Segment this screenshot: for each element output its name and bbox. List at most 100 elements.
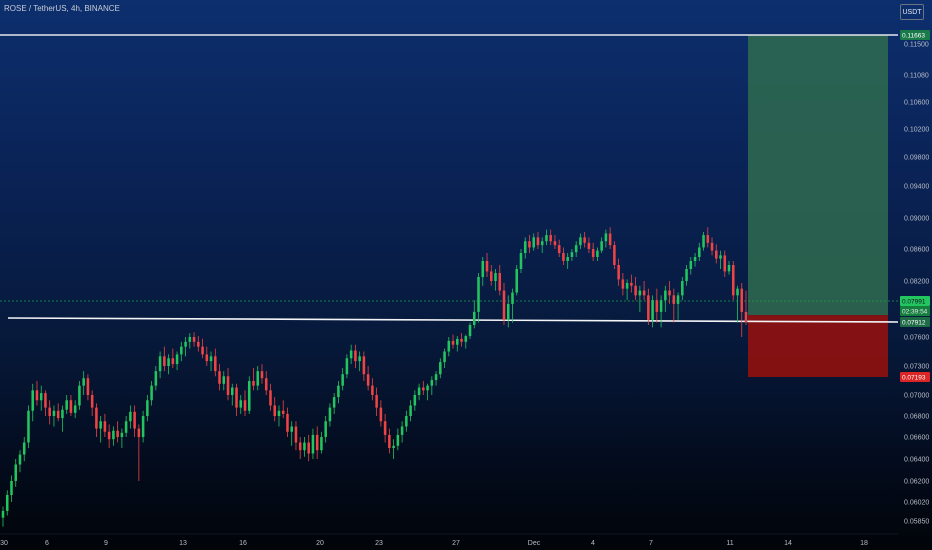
candle — [715, 244, 718, 264]
support-trendline[interactable] — [7, 317, 899, 323]
candle — [222, 371, 226, 391]
candle — [719, 250, 722, 269]
x-tick-label: 14 — [784, 540, 792, 547]
loss-zone[interactable] — [748, 315, 888, 377]
candle — [574, 241, 578, 257]
candle — [388, 428, 391, 454]
candle — [260, 364, 264, 384]
currency-selector[interactable]: USDT — [900, 4, 924, 20]
candle — [328, 403, 332, 427]
candle — [532, 233, 535, 251]
candle — [553, 235, 557, 249]
candle — [256, 366, 260, 391]
candle — [1, 506, 5, 527]
candle — [647, 288, 650, 325]
candle — [95, 403, 98, 437]
candle — [506, 295, 510, 328]
price-tags: 0.11663 0.07991 02:39:54 0.07912 0.07193 — [900, 30, 930, 382]
candle — [693, 253, 697, 267]
candle — [354, 344, 357, 369]
candle — [608, 227, 612, 249]
svg-text:02:39:54: 02:39:54 — [902, 309, 928, 316]
candle — [583, 231, 586, 248]
candle — [685, 265, 688, 286]
candle — [311, 428, 315, 459]
candle — [702, 231, 705, 251]
x-tick-label: 16 — [239, 540, 247, 547]
candle — [740, 282, 744, 337]
candlestick-series — [1, 227, 748, 527]
candle — [86, 374, 90, 401]
candle — [706, 227, 710, 248]
x-tick-label: 20 — [316, 540, 324, 547]
candle — [201, 338, 204, 359]
y-tick-label: 0.06400 — [904, 457, 929, 464]
candle — [596, 247, 599, 261]
candle — [489, 265, 493, 286]
candle — [409, 400, 412, 422]
candle — [294, 421, 298, 451]
candle — [214, 348, 217, 377]
y-tick-label: 0.09000 — [904, 216, 929, 223]
candle — [320, 431, 323, 454]
candle — [413, 390, 417, 411]
candle — [290, 421, 293, 446]
candle — [112, 426, 115, 446]
candle — [600, 237, 603, 253]
candle — [61, 405, 64, 432]
candle — [604, 229, 608, 248]
candle — [523, 237, 527, 259]
candle — [315, 426, 319, 459]
candle — [439, 358, 442, 379]
candle — [243, 390, 247, 416]
candle — [22, 437, 26, 462]
x-tick-label: 9 — [104, 540, 108, 547]
candle — [434, 371, 438, 386]
candle — [18, 450, 22, 473]
candle — [286, 407, 289, 437]
y-tick-label: 0.07000 — [904, 393, 929, 400]
candle — [511, 288, 514, 323]
candle — [638, 285, 642, 312]
candle — [651, 295, 654, 328]
candle — [171, 348, 175, 369]
candle — [73, 400, 77, 419]
candle — [464, 334, 468, 349]
y-tick-label: 0.09400 — [904, 184, 929, 191]
candle — [460, 333, 463, 347]
candle — [303, 437, 306, 457]
candle — [218, 364, 221, 391]
candle — [400, 421, 404, 443]
candle — [744, 290, 748, 325]
take-profit-tag: 0.11663 — [900, 30, 930, 40]
y-tick-label: 0.10200 — [904, 127, 929, 134]
candle — [383, 413, 387, 443]
candle — [137, 424, 141, 481]
profit-zone[interactable] — [748, 35, 888, 316]
candle — [5, 490, 9, 516]
candle — [27, 405, 30, 448]
candle — [451, 334, 455, 349]
candle — [349, 344, 353, 365]
y-tick-label: 0.11500 — [904, 42, 929, 49]
candle — [371, 378, 374, 401]
y-tick-label: 0.06600 — [904, 435, 929, 442]
horizontal-lines — [0, 34, 899, 323]
candle — [264, 371, 268, 395]
candle — [473, 300, 476, 329]
candle — [82, 371, 85, 395]
candle — [485, 253, 489, 277]
candle — [129, 405, 132, 429]
candle — [48, 400, 51, 425]
current-price-tag: 0.07991 — [900, 296, 930, 306]
position-zones — [748, 35, 888, 377]
candle — [447, 337, 451, 357]
candle — [405, 410, 408, 432]
candle — [175, 351, 179, 371]
candle — [698, 242, 701, 261]
candle — [642, 281, 646, 301]
y-tick-label: 0.07300 — [904, 364, 929, 371]
candle — [456, 336, 459, 352]
y-tick-label: 0.05850 — [904, 519, 929, 526]
